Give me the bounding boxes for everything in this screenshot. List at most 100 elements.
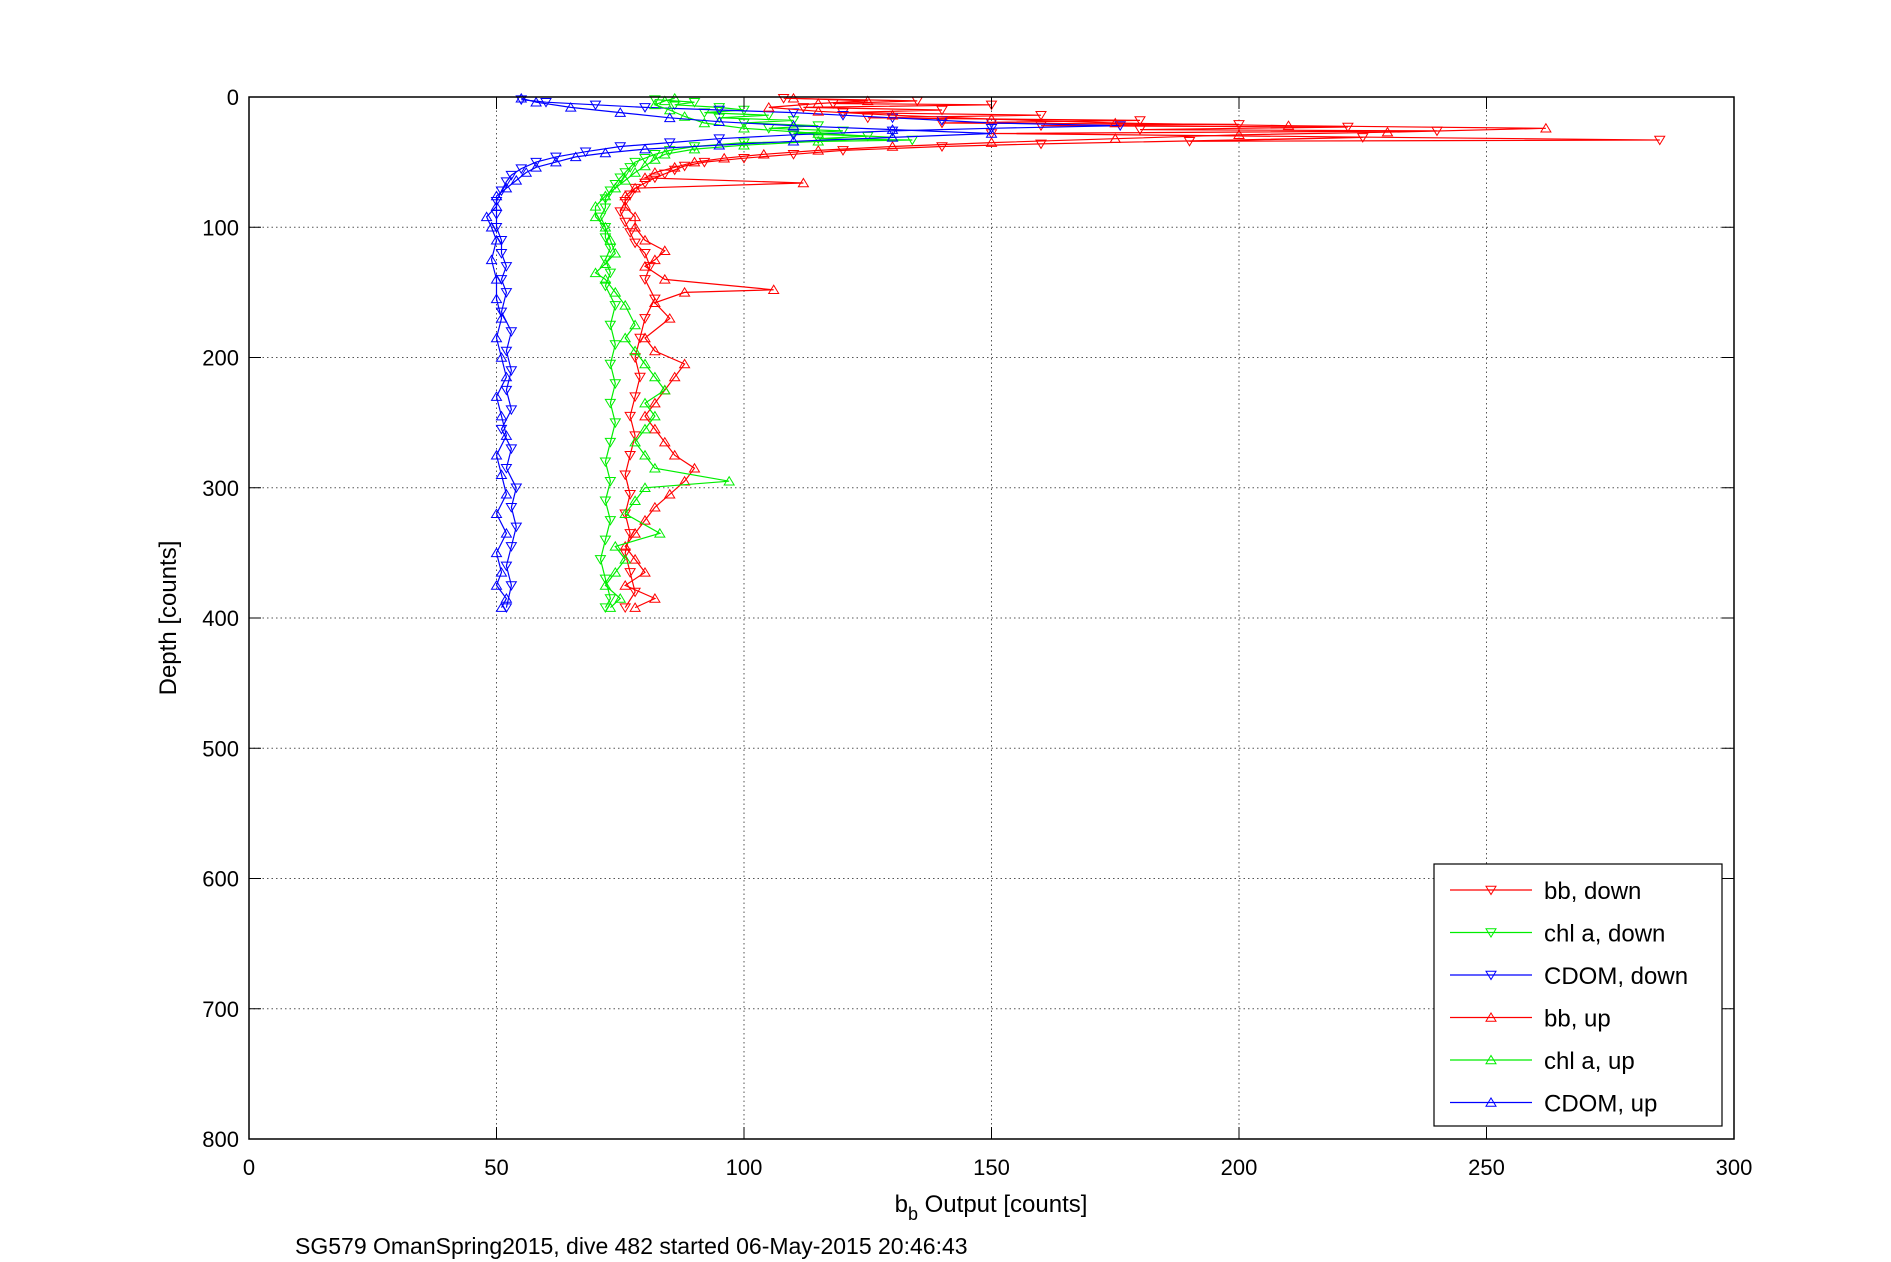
data-point-chl-a-up-25 (599, 273, 612, 284)
data-point-bb-down-19 (1356, 133, 1369, 143)
data-point-cdom-up-21 (485, 221, 498, 232)
data-point-cdom-up-20 (490, 234, 503, 245)
data-point-bb-down-57 (619, 603, 632, 614)
data-point-bb-up-31 (629, 221, 641, 232)
data-point-cdom-down-19 (530, 157, 542, 168)
data-point-chl-a-up-15 (649, 410, 661, 421)
data-point-bb-up-39 (668, 161, 681, 172)
y-tick-label-500: 500 (202, 736, 239, 761)
data-point-cdom-down-37 (505, 405, 518, 416)
data-point-chl-a-down-51 (599, 574, 612, 585)
data-point-chl-a-up-19 (639, 358, 651, 369)
data-point-cdom-up-44 (515, 92, 528, 103)
data-point-chl-a-up-39 (658, 148, 671, 159)
data-point-bb-down-34 (614, 207, 627, 218)
data-point-chl-a-down-45 (599, 457, 612, 468)
y-tick-label-300: 300 (202, 476, 239, 501)
data-point-bb-up-34 (619, 190, 632, 201)
data-point-cdom-down-1 (540, 97, 552, 108)
data-point-cdom-down-34 (500, 346, 513, 357)
data-point-chl-a-down-50 (594, 555, 607, 565)
data-point-chl-a-down-22 (629, 157, 641, 168)
data-point-chl-a-down-21 (639, 153, 651, 164)
data-point-cdom-up-39 (713, 116, 726, 126)
data-point-cdom-down-32 (495, 307, 508, 318)
data-point-cdom-up-27 (520, 167, 533, 177)
data-point-chl-a-up-35 (619, 174, 632, 185)
legend-entries: bb, down chl a, down CDOM, down bb, up chl a… (1450, 878, 1688, 1118)
data-point-cdom-down-36 (500, 385, 513, 396)
data-point-bb-up-27 (639, 260, 651, 271)
data-point-cdom-up-26 (510, 174, 523, 185)
data-point-bb-up-41 (718, 152, 731, 163)
data-point-cdom-up-42 (564, 101, 577, 112)
data-point-chl-a-up-30 (599, 221, 612, 232)
data-point-bb-down-5 (936, 105, 948, 116)
x-tick-label-200: 200 (1221, 1155, 1258, 1180)
legend: bb, down chl a, down CDOM, down bb, up chl a… (1433, 863, 1723, 1127)
data-point-bb-up-37 (639, 172, 651, 183)
y-tick-label-0: 0 (227, 85, 239, 110)
legend-swatch-marker-cdom-up (1485, 1097, 1497, 1107)
legend-entry-chl-a-up: chl a, up (1450, 1048, 1635, 1075)
data-point-chl-a-up-51 (668, 92, 681, 103)
data-point-cdom-down-28 (495, 249, 508, 259)
data-point-chl-a-up-36 (629, 167, 641, 177)
data-point-bb-up-49 (1540, 122, 1552, 133)
data-point-chl-a-down-49 (599, 535, 612, 546)
data-point-bb-up-7 (639, 514, 651, 525)
data-point-cdom-down-2 (589, 100, 602, 111)
data-point-cdom-up-36 (985, 128, 998, 138)
data-point-bb-up-55 (762, 101, 775, 112)
data-point-cdom-up-43 (530, 96, 542, 107)
data-point-bb-up-38 (649, 167, 661, 177)
data-point-bb-down-14 (1134, 125, 1146, 136)
data-point-bb-down-41 (649, 294, 661, 305)
data-point-bb-down-13 (1342, 122, 1354, 133)
data-point-bb-up-23 (649, 297, 661, 308)
data-point-bb-down-36 (624, 228, 637, 238)
data-point-cdom-up-19 (485, 254, 498, 265)
data-point-bb-up-5 (619, 540, 632, 551)
data-point-chl-a-up-28 (609, 247, 622, 258)
data-point-chl-a-up-10 (723, 475, 736, 486)
x-axis-title-subscript: b (908, 1204, 918, 1224)
data-point-bb-down-44 (629, 353, 641, 363)
data-point-chl-a-up-20 (629, 345, 641, 356)
data-point-bb-down-18 (1183, 137, 1196, 147)
data-point-cdom-up-12 (490, 391, 503, 401)
data-point-bb-down-7 (1035, 110, 1047, 121)
data-point-bb-up-46 (1109, 133, 1122, 143)
data-point-cdom-down-22 (500, 177, 513, 188)
data-point-bb-up-45 (985, 137, 998, 147)
data-point-bb-up-18 (668, 371, 681, 382)
data-point-chl-a-down-32 (599, 233, 612, 244)
x-axis-title-main: b (895, 1191, 908, 1218)
data-point-bb-up-25 (767, 284, 780, 295)
data-point-cdom-up-2 (490, 579, 503, 590)
x-tick-label-300: 300 (1716, 1155, 1753, 1180)
data-point-bb-up-6 (629, 527, 641, 538)
data-point-chl-a-up-24 (609, 286, 622, 297)
axis-ticks (248, 96, 1735, 1140)
data-point-chl-a-down-25 (614, 173, 627, 184)
data-point-bb-down-54 (619, 548, 632, 559)
data-point-chl-a-up-37 (639, 160, 651, 171)
data-point-bb-up-29 (658, 245, 671, 255)
data-point-chl-a-up-40 (688, 143, 701, 154)
data-point-bb-up-8 (649, 501, 661, 512)
data-point-cdom-down-0 (515, 95, 528, 106)
data-point-cdom-up-29 (550, 156, 562, 167)
data-point-cdom-up-28 (530, 161, 542, 172)
data-point-chl-a-down-35 (604, 268, 617, 279)
data-point-chl-a-down-36 (599, 281, 612, 292)
data-point-chl-a-down-43 (609, 418, 622, 429)
data-point-cdom-up-1 (500, 592, 513, 603)
data-point-cdom-up-24 (490, 190, 503, 201)
data-point-chl-a-up-34 (609, 182, 622, 193)
data-point-chl-a-up-27 (599, 258, 612, 268)
data-point-chl-a-down-46 (604, 476, 617, 487)
data-point-bb-down-10 (936, 118, 948, 129)
y-tick-label-700: 700 (202, 997, 239, 1022)
data-point-bb-down-12 (1035, 121, 1047, 132)
